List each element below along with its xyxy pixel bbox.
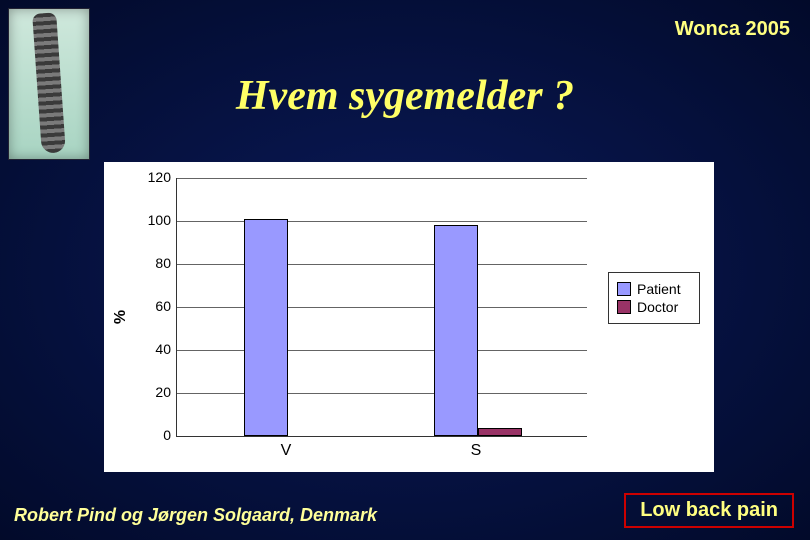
- xtick-label: V: [266, 442, 306, 460]
- authors-label: Robert Pind og Jørgen Solgaard, Denmark: [14, 505, 377, 526]
- xtick-label: S: [456, 442, 496, 460]
- ytick-label: 120: [137, 169, 171, 185]
- bar-doctor-s: [478, 428, 522, 436]
- legend-item-patient: Patient: [617, 281, 691, 297]
- legend-label: Doctor: [637, 299, 678, 315]
- ytick-label: 60: [137, 298, 171, 314]
- slide-title: Hvem sygemelder ?: [0, 72, 810, 120]
- chart-panel: % 020406080100120 PatientDoctor VS: [104, 162, 714, 472]
- legend: Patient Doctor: [608, 272, 700, 324]
- gridline: [177, 393, 587, 394]
- ytick-label: 0: [137, 427, 171, 443]
- legend-swatch: [617, 300, 631, 314]
- y-axis-label: %: [112, 310, 130, 324]
- ytick-label: 80: [137, 255, 171, 271]
- conference-label: Wonca 2005: [675, 18, 790, 41]
- ytick-label: 40: [137, 341, 171, 357]
- ytick-label: 100: [137, 212, 171, 228]
- gridline: [177, 264, 587, 265]
- topic-box: Low back pain: [624, 493, 794, 528]
- legend-item-doctor: Doctor: [617, 299, 691, 315]
- legend-label: Patient: [637, 281, 681, 297]
- legend-swatch: [617, 282, 631, 296]
- gridline: [177, 221, 587, 222]
- gridline: [177, 307, 587, 308]
- bar-patient-s: [434, 225, 478, 436]
- gridline: [177, 350, 587, 351]
- gridline: [177, 178, 587, 179]
- bar-patient-v: [244, 219, 288, 436]
- plot-area: 020406080100120: [176, 178, 587, 437]
- ytick-label: 20: [137, 384, 171, 400]
